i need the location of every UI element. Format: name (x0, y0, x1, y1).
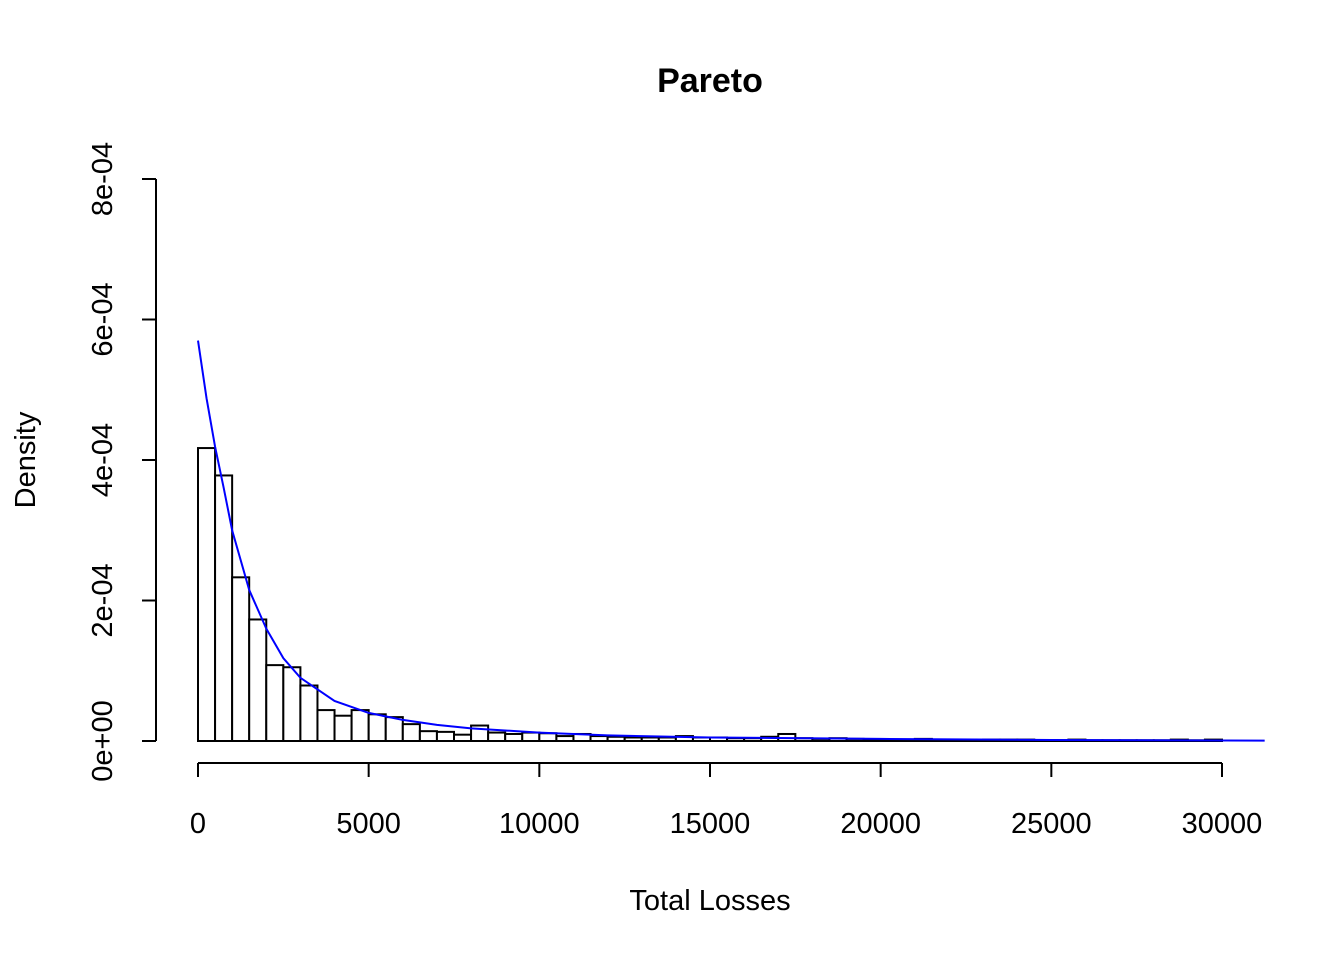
x-tick-label: 15000 (670, 808, 751, 840)
histogram-bar (333, 714, 353, 743)
histogram-bar (657, 736, 677, 742)
histogram-bar (538, 732, 558, 743)
histogram-bar (265, 664, 285, 743)
x-tick-label: 25000 (1011, 808, 1092, 840)
y-axis-label: Density (10, 411, 42, 508)
histogram-bar (418, 730, 438, 742)
x-tick-label: 30000 (1182, 808, 1263, 840)
histogram-bar (504, 732, 524, 742)
histogram-bar (640, 736, 660, 742)
histogram-bar (350, 709, 370, 743)
x-tick-label: 5000 (336, 808, 401, 840)
histogram-bar (930, 739, 950, 742)
x-axis-label: Total Losses (629, 885, 790, 917)
x-tick-label: 20000 (840, 808, 921, 840)
histogram-bar (589, 735, 609, 743)
y-axis: 0e+00 2e-04 4e-04 6e-04 8e-04 (87, 142, 157, 782)
histogram-bar (896, 739, 916, 742)
histogram-bar (606, 735, 626, 743)
bars-group (197, 447, 1224, 743)
x-axis: 0 5000 10000 15000 20000 25000 30000 (190, 762, 1263, 840)
histogram-bar (316, 709, 336, 743)
x-tick-label: 10000 (499, 808, 580, 840)
histogram-bar (299, 684, 319, 742)
histogram-bar (623, 736, 643, 742)
y-tick-label: 6e-04 (87, 282, 119, 356)
histogram-bar (231, 576, 251, 742)
histogram-bar (282, 666, 302, 742)
y-tick-label: 8e-04 (87, 142, 119, 216)
histogram-bar (367, 713, 387, 742)
y-tick-label: 4e-04 (87, 423, 119, 497)
density-curve (197, 340, 1265, 742)
x-tick-label: 0 (190, 808, 206, 840)
histogram-bar (555, 735, 575, 743)
y-tick-label: 0e+00 (87, 700, 119, 781)
histogram-bar (197, 447, 217, 742)
histogram-bar (248, 618, 268, 742)
histogram-bar (521, 731, 541, 743)
histogram-bar (487, 731, 507, 743)
histogram-bar (435, 730, 455, 742)
y-tick-label: 2e-04 (87, 563, 119, 637)
histogram-bar (453, 733, 473, 742)
histogram-bar (384, 716, 404, 742)
chart-title: Pareto (657, 62, 763, 100)
histogram-bar (401, 723, 421, 743)
